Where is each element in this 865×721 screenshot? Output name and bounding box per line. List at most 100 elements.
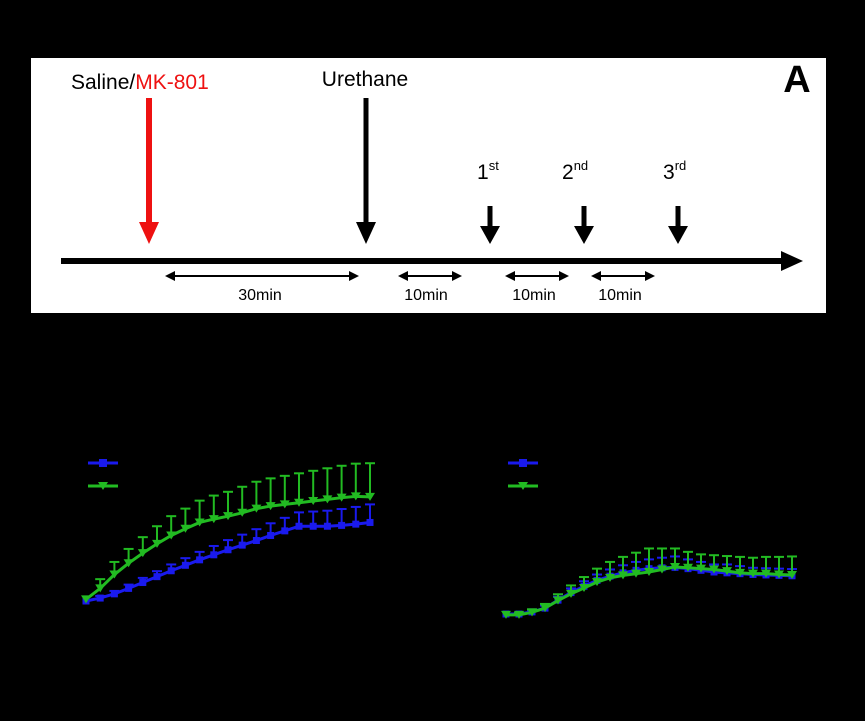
data-point bbox=[196, 556, 204, 564]
recording-1-arrow bbox=[480, 226, 500, 244]
recording-2-number: 2 bbox=[562, 161, 574, 184]
time-axis-arrowhead bbox=[781, 251, 803, 271]
data-point bbox=[540, 604, 550, 613]
error-bar bbox=[223, 490, 233, 517]
error-bar bbox=[265, 477, 276, 507]
recording-3-arrow bbox=[668, 226, 688, 244]
legend-entry-1 bbox=[508, 482, 538, 490]
injection-arrow-head bbox=[139, 222, 159, 244]
data-point bbox=[125, 584, 133, 592]
error-bar bbox=[294, 472, 304, 503]
data-point bbox=[309, 522, 317, 530]
injection-label: Saline/MK-801 bbox=[71, 71, 209, 94]
data-point bbox=[237, 508, 248, 517]
mk801-label: MK-801 bbox=[135, 71, 209, 94]
data-point bbox=[527, 608, 537, 617]
data-point bbox=[670, 562, 680, 571]
data-point bbox=[294, 498, 304, 507]
error-bar bbox=[279, 474, 290, 505]
recording-2-arrow bbox=[574, 226, 594, 244]
interval-30min-label: 30min bbox=[238, 287, 282, 304]
data-point bbox=[365, 492, 375, 501]
svg-text:1st: 1st bbox=[477, 158, 499, 184]
data-point bbox=[748, 569, 758, 578]
series-1 bbox=[501, 547, 797, 619]
data-point bbox=[180, 524, 191, 533]
data-point bbox=[96, 594, 104, 602]
data-point bbox=[618, 571, 628, 580]
interval-10min-2: 10min bbox=[505, 271, 569, 304]
data-point bbox=[137, 549, 148, 558]
data-point bbox=[722, 567, 732, 576]
interval-10min-3: 10min bbox=[591, 271, 655, 304]
urethane-label: Urethane bbox=[322, 68, 408, 91]
panel-letter-a: A bbox=[783, 59, 810, 101]
data-point bbox=[223, 512, 233, 521]
interval-10min-3-label: 10min bbox=[598, 287, 642, 304]
data-point bbox=[238, 541, 246, 549]
data-point bbox=[181, 561, 189, 569]
data-point bbox=[109, 570, 120, 579]
legend-entry-0 bbox=[508, 459, 538, 467]
data-point bbox=[631, 569, 641, 578]
error-bar bbox=[350, 462, 361, 497]
timeline-diagram: A Saline/MK-801 Urethane 1st 2nd 3rd bbox=[61, 59, 811, 304]
data-point bbox=[281, 527, 289, 535]
chart-left bbox=[81, 459, 375, 605]
data-point bbox=[787, 570, 797, 579]
recording-1-suffix: st bbox=[489, 158, 500, 173]
data-point bbox=[152, 539, 162, 548]
data-point bbox=[336, 493, 347, 502]
data-point bbox=[224, 546, 232, 554]
data-point bbox=[352, 520, 360, 528]
data-point bbox=[95, 584, 106, 593]
data-point bbox=[166, 531, 177, 540]
data-point bbox=[553, 596, 563, 605]
data-point bbox=[110, 590, 118, 598]
interval-30min: 30min bbox=[165, 271, 359, 304]
data-point bbox=[251, 504, 262, 513]
legend-entry-1 bbox=[88, 482, 118, 490]
series-0-error-bars bbox=[514, 555, 797, 614]
error-bar bbox=[365, 462, 375, 497]
recording-2-suffix: nd bbox=[574, 158, 588, 173]
data-point bbox=[322, 495, 333, 504]
svg-text:2nd: 2nd bbox=[562, 158, 588, 184]
timeline-panel: A Saline/MK-801 Urethane 1st 2nd 3rd bbox=[31, 58, 826, 313]
recording-1-number: 1 bbox=[477, 161, 489, 184]
error-bar bbox=[336, 464, 347, 498]
data-point bbox=[579, 583, 589, 592]
legend-entry-0 bbox=[88, 459, 118, 467]
data-point bbox=[644, 568, 654, 576]
data-point bbox=[139, 579, 147, 587]
data-point bbox=[194, 518, 205, 527]
recording-3: 3rd bbox=[663, 158, 688, 244]
interval-10min-1-label: 10min bbox=[404, 287, 448, 304]
series-1 bbox=[81, 462, 375, 604]
recording-1: 1st bbox=[477, 158, 500, 244]
error-bar bbox=[251, 480, 262, 509]
data-point bbox=[267, 531, 275, 539]
data-point bbox=[605, 573, 615, 582]
series-1-error-bars bbox=[514, 547, 797, 615]
data-point bbox=[761, 569, 771, 578]
error-bar bbox=[322, 467, 333, 500]
data-point bbox=[501, 610, 511, 619]
data-point bbox=[350, 492, 361, 501]
recording-2: 2nd bbox=[562, 158, 594, 244]
data-point bbox=[208, 515, 219, 524]
data-point bbox=[153, 573, 161, 581]
svg-text:3rd: 3rd bbox=[663, 158, 686, 184]
data-point bbox=[81, 595, 91, 604]
recording-3-number: 3 bbox=[663, 161, 675, 184]
data-point bbox=[592, 578, 602, 587]
series-0 bbox=[82, 503, 375, 605]
data-point bbox=[252, 537, 260, 545]
chart-right bbox=[501, 459, 797, 619]
data-point bbox=[566, 589, 576, 598]
data-point bbox=[295, 522, 303, 530]
data-point bbox=[683, 563, 693, 572]
data-point bbox=[123, 559, 134, 568]
data-point bbox=[279, 500, 290, 509]
